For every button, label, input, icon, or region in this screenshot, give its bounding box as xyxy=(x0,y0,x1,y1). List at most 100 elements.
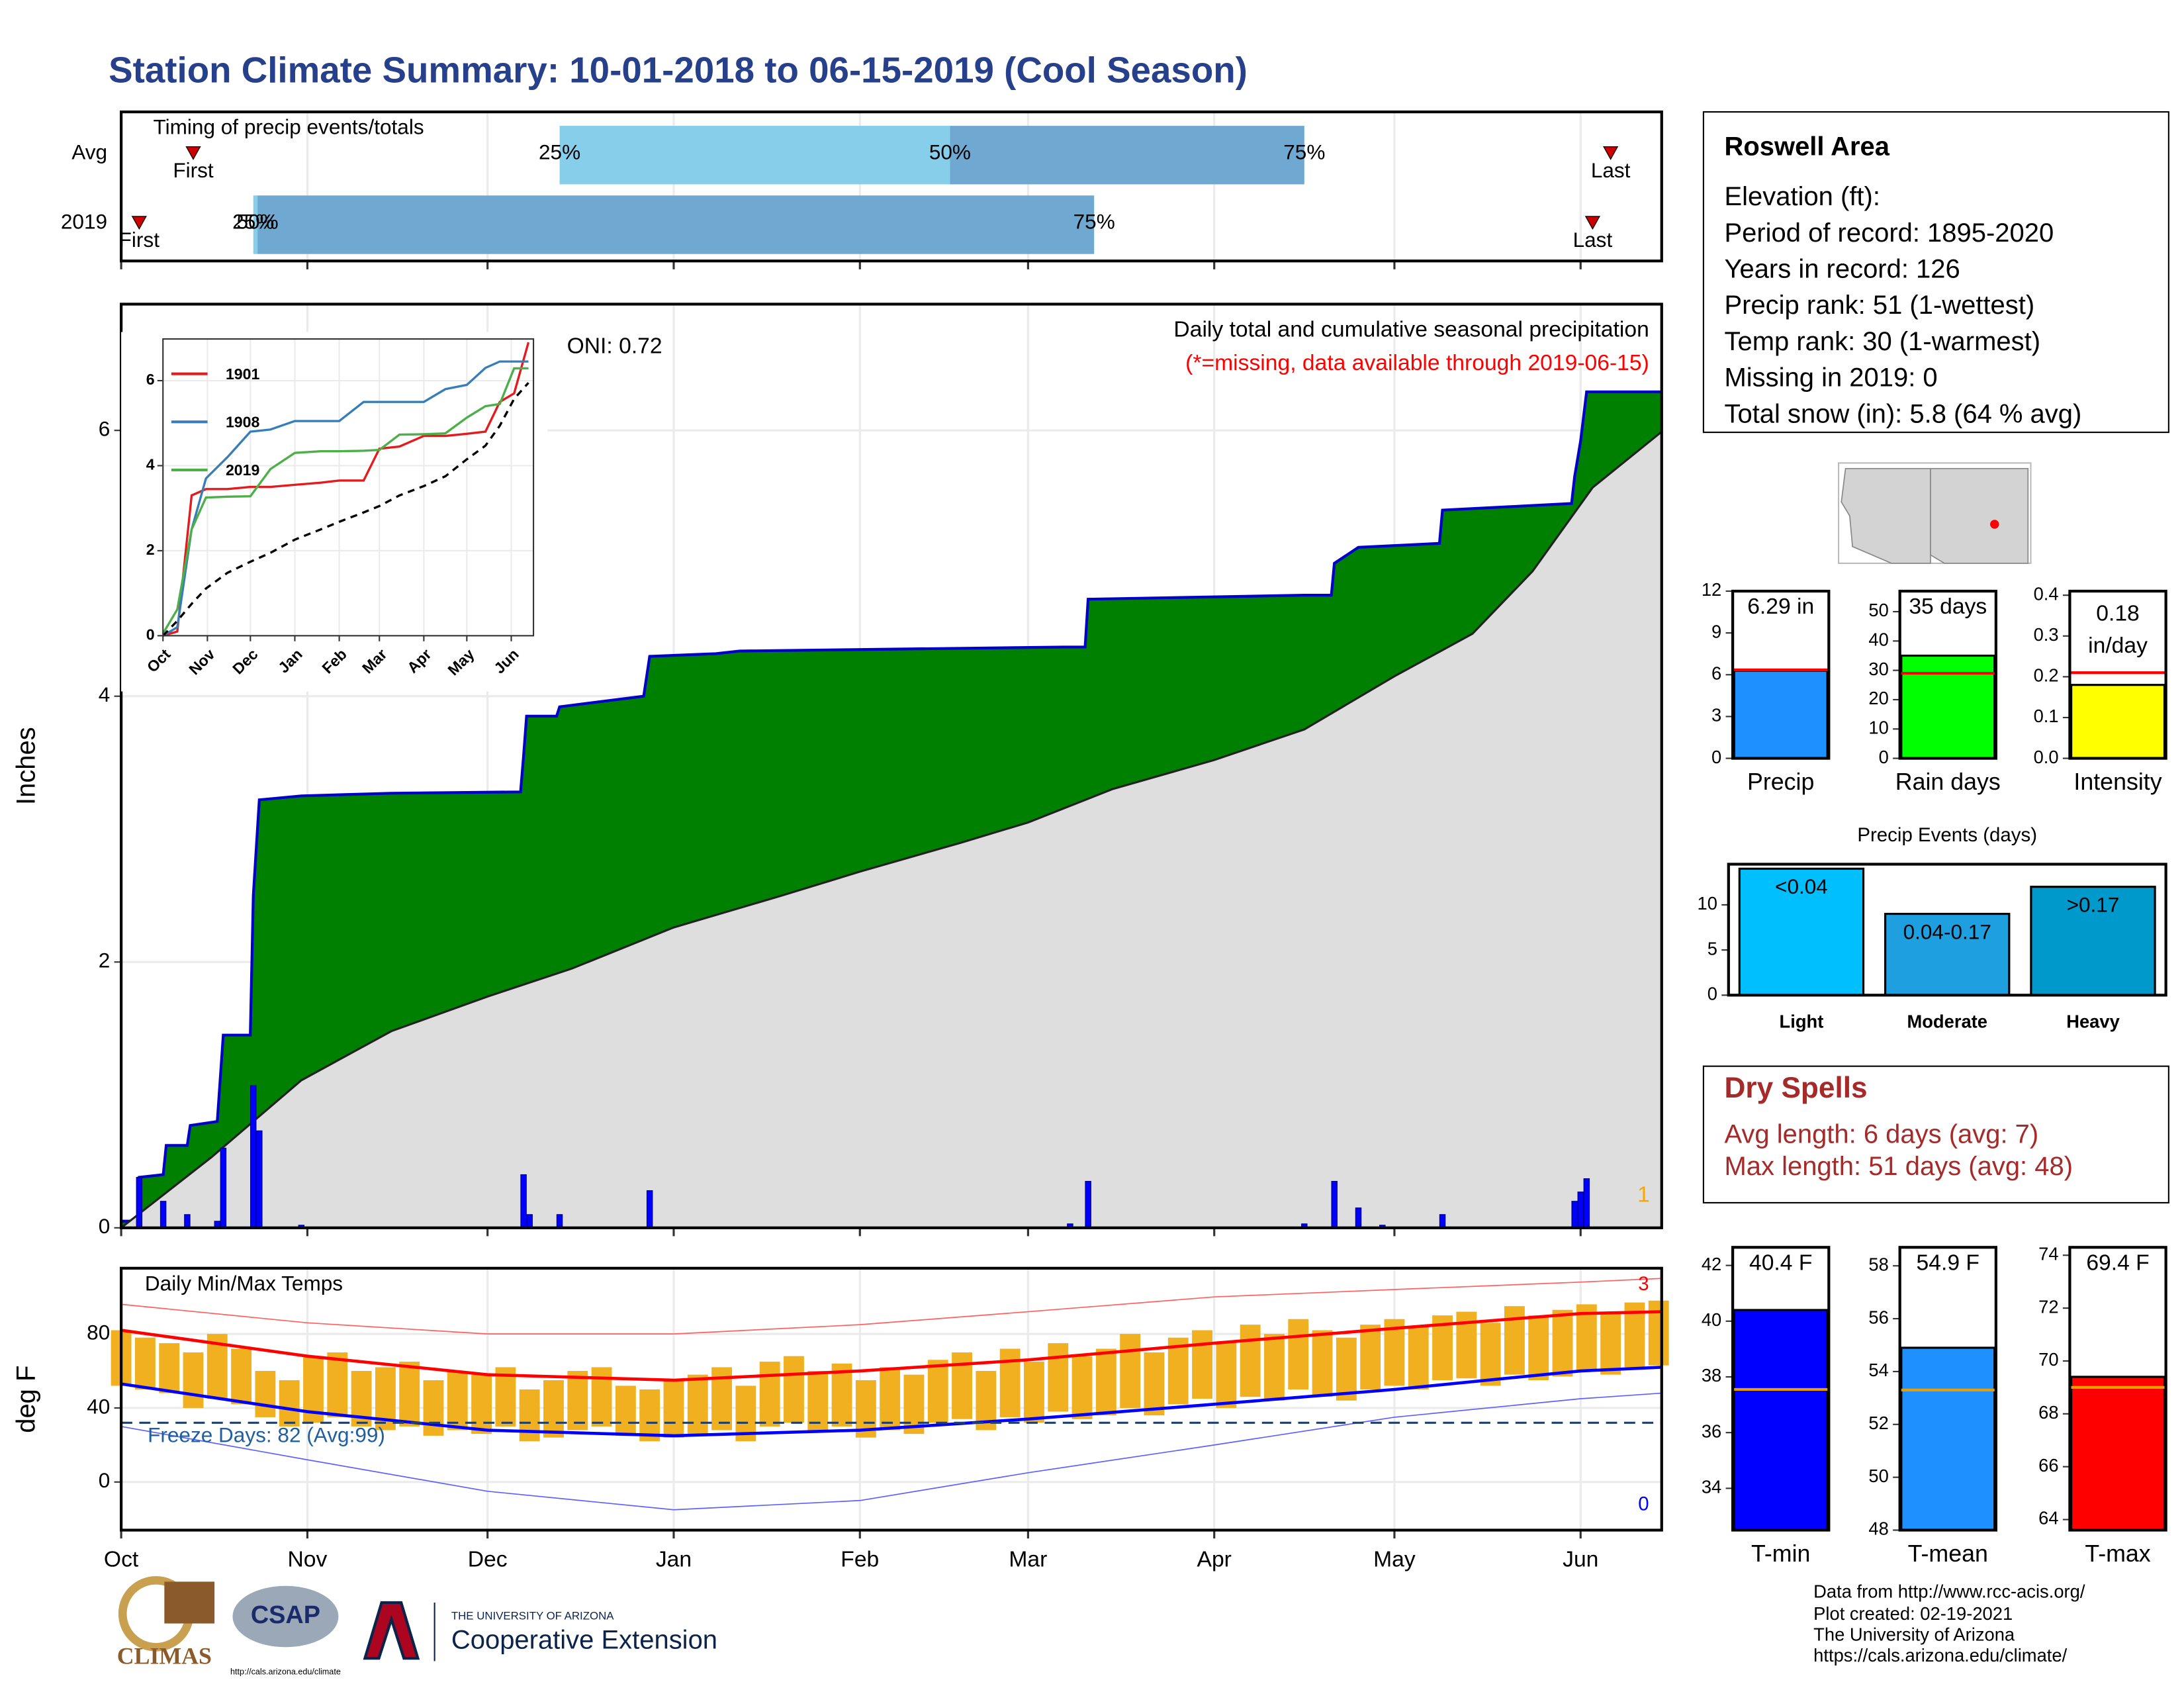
average-line xyxy=(120,430,1662,1229)
temp-bar xyxy=(1167,1337,1189,1405)
y-tick-label: 12 xyxy=(1702,579,1721,600)
temp-bar xyxy=(1552,1309,1573,1377)
y-tick-label: 5 xyxy=(1707,938,1717,959)
timing-marker xyxy=(1603,146,1619,160)
daily-bar xyxy=(1439,1214,1446,1229)
bar xyxy=(2030,886,2156,996)
csap-text: CSAP xyxy=(251,1601,320,1629)
daily-bar xyxy=(220,1147,227,1229)
y-tick-label: 66 xyxy=(2038,1455,2058,1476)
footer-line: Plot created: 02-19-2021 xyxy=(1813,1603,2013,1624)
y-tick-label: 0.4 xyxy=(2034,583,2059,604)
temp-bar xyxy=(543,1380,564,1438)
climas-logo xyxy=(164,1581,215,1624)
series-line xyxy=(162,360,529,637)
info-line: Total snow (in): 5.8 (64 % avg) xyxy=(1724,399,2081,428)
y-tick-label: 9 xyxy=(1711,621,1721,641)
daily-bar xyxy=(159,1201,167,1229)
y-tick-label: 72 xyxy=(2038,1296,2058,1317)
bar xyxy=(1900,1346,1996,1532)
temp-bar xyxy=(1216,1341,1237,1408)
plot-frame xyxy=(1731,589,1831,760)
panel-title: Precip Events (days) xyxy=(1857,824,2037,846)
temp-bar xyxy=(784,1356,804,1423)
marker-label: First xyxy=(173,158,214,182)
average-area xyxy=(121,432,1662,1228)
temp-bar xyxy=(327,1352,348,1417)
quantile-label: 25% xyxy=(539,140,580,164)
cumulative-line xyxy=(121,390,1662,1223)
subtitle: Daily Min/Max Temps xyxy=(145,1271,343,1295)
temp-bar xyxy=(1504,1306,1525,1375)
temp-bar xyxy=(1048,1343,1069,1412)
bar xyxy=(1733,1309,1829,1532)
quantile-label: 75% xyxy=(1073,210,1115,234)
y-tick-label: 0 xyxy=(1879,747,1889,767)
footer-line: The University of Arizona xyxy=(1813,1624,2015,1645)
bin-label: <0.04 xyxy=(1775,874,1828,898)
temp-bar xyxy=(1576,1304,1597,1372)
plot-frame xyxy=(1898,1246,1997,1532)
value-label: 40.4 F xyxy=(1749,1250,1812,1275)
plot-frame xyxy=(119,110,1663,263)
title: Station Climate Summary: 10-01-2018 to 0… xyxy=(109,50,1248,91)
y-tick-label: 40 xyxy=(1702,1309,1721,1330)
bin-label: 0.04-0.17 xyxy=(1903,919,1991,943)
temp-bar xyxy=(807,1371,829,1430)
ua-logo xyxy=(363,1601,420,1660)
y-tick-label: 58 xyxy=(1868,1254,1888,1274)
y-tick-label: 68 xyxy=(2038,1402,2058,1423)
plot-frame xyxy=(1727,863,2167,997)
y-tick-label: 0.2 xyxy=(2034,665,2059,686)
temp-bar xyxy=(1408,1326,1429,1389)
value-label: 6.29 in xyxy=(1747,594,1814,619)
daily-bar xyxy=(526,1214,533,1229)
marker-label: First xyxy=(119,228,160,252)
plot-frame xyxy=(2068,589,2167,760)
temp-bar xyxy=(1312,1330,1333,1397)
dry-line: Avg length: 6 days (avg: 7) xyxy=(1724,1119,2038,1149)
temp-bar xyxy=(1600,1311,1621,1375)
y-tick-label: 4 xyxy=(99,682,111,706)
daily-bar xyxy=(556,1214,563,1229)
y-tick-label: 2 xyxy=(146,541,155,558)
count-label: 1 xyxy=(1637,1182,1650,1207)
daily-bar xyxy=(1583,1178,1590,1229)
temp-bar xyxy=(1528,1315,1549,1381)
footer-line: Data from http://www.rcc-acis.org/ xyxy=(1813,1581,2085,1601)
inset-frame xyxy=(162,338,535,637)
marker-label: Last xyxy=(1573,228,1613,252)
temp-bar xyxy=(183,1352,204,1408)
bar xyxy=(1733,669,1829,760)
temp-bar xyxy=(591,1367,612,1427)
x-tick-label: Moderate xyxy=(1907,1011,1987,1032)
y-axis-label: Inches xyxy=(12,727,41,805)
y-tick-label: 2019 xyxy=(61,210,107,234)
temp-bar xyxy=(255,1371,276,1417)
quantile-label: 75% xyxy=(1283,140,1325,164)
bar xyxy=(1900,654,1996,760)
x-tick-label: Intensity xyxy=(2073,769,2161,795)
marker-label: Last xyxy=(1591,158,1631,182)
subtitle: Timing of precip events/totals xyxy=(154,115,424,139)
temp-bar xyxy=(1480,1323,1501,1386)
plot-background xyxy=(163,339,534,636)
timing-bar xyxy=(559,126,950,185)
temp-bar xyxy=(567,1371,588,1430)
temp-bar xyxy=(1360,1325,1381,1389)
y-tick-label: 50 xyxy=(1868,600,1888,620)
info-box: Roswell Area Elevation (ft): Period of r… xyxy=(1702,111,2169,434)
temp-bar xyxy=(471,1374,492,1434)
temp-bar xyxy=(999,1348,1021,1417)
temp-bar xyxy=(1144,1352,1165,1416)
timing-bar xyxy=(950,126,1304,185)
daily-bar xyxy=(136,1176,143,1229)
y-tick-label: 0 xyxy=(1707,984,1717,1004)
map-state xyxy=(1930,467,2029,564)
timing-marker xyxy=(131,216,147,230)
record-high-count: 3 xyxy=(1638,1273,1649,1295)
map-station xyxy=(1990,520,1999,529)
temp-bar xyxy=(1336,1337,1357,1401)
y-tick-label: 36 xyxy=(1702,1421,1721,1441)
info-line: Period of record: 1895-2020 xyxy=(1724,218,2054,248)
